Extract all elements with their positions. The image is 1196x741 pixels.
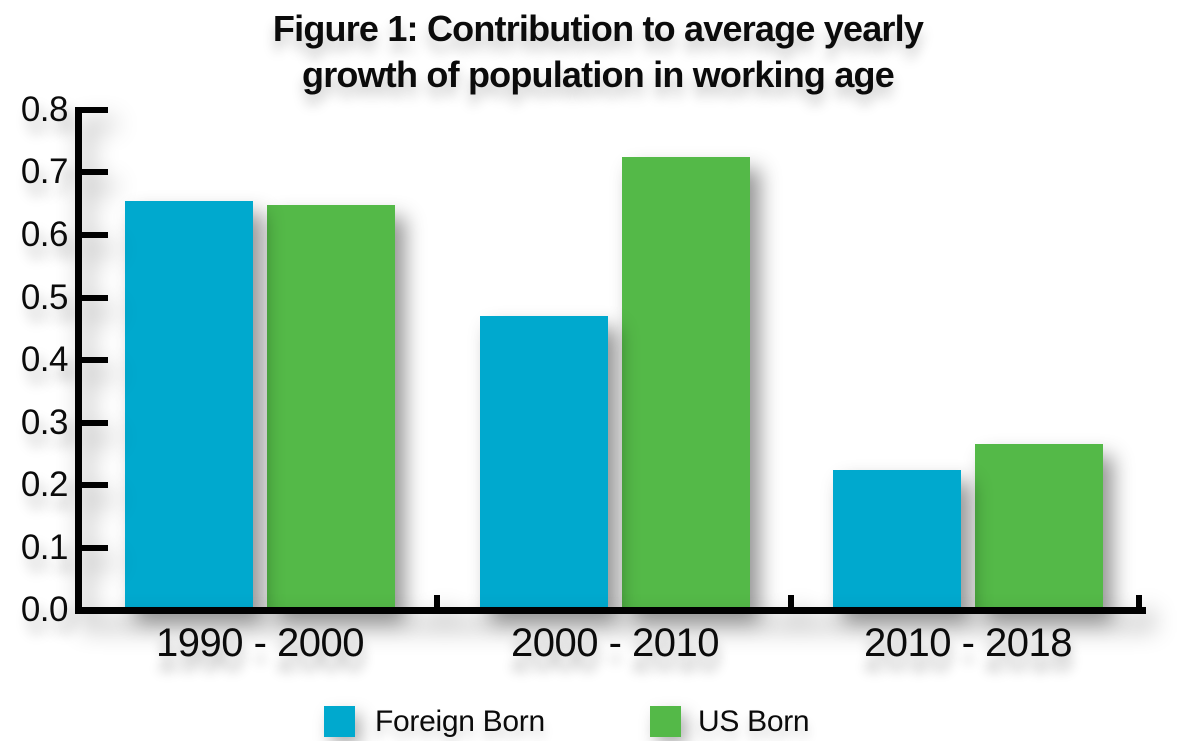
y-axis-tick-label: 0.7 [20, 152, 69, 191]
x-axis-category-label: 2000 - 2010 [510, 621, 720, 665]
legend-label-foreign-born: Foreign Born [375, 705, 545, 738]
chart-title-line2: growth of population in working age [302, 54, 895, 95]
chart-title: Figure 1: Contribution to average yearly… [0, 6, 1196, 98]
y-axis-tick-label: 0.8 [20, 90, 69, 129]
y-tick [82, 232, 108, 238]
y-tick [82, 169, 108, 175]
x-tick [434, 595, 440, 607]
y-tick [82, 107, 108, 113]
y-axis-tick-label: 0.0 [20, 590, 69, 629]
y-axis-tick-label: 0.3 [20, 403, 69, 442]
x-tick [1136, 595, 1142, 607]
x-axis-category-label: 1990 - 2000 [155, 621, 365, 665]
y-axis-tick-label: 0.1 [20, 528, 69, 567]
bar-us-born [975, 444, 1103, 610]
bar-foreign-born [125, 201, 253, 610]
legend-label-us-born: US Born [698, 705, 810, 738]
bar-foreign-born [480, 316, 608, 610]
y-tick [82, 420, 108, 426]
y-tick [82, 295, 108, 301]
y-axis-tick-label: 0.6 [20, 215, 69, 254]
y-axis-tick-label: 0.5 [20, 278, 69, 317]
y-axis-line [75, 107, 82, 614]
y-tick [82, 357, 108, 363]
legend-swatch-foreign-born [324, 706, 355, 737]
y-tick [82, 545, 108, 551]
bar-foreign-born [833, 470, 961, 610]
chart-title-line1: Figure 1: Contribution to average yearly [272, 8, 924, 49]
x-axis-category-label: 2010 - 2018 [863, 621, 1073, 665]
legend-swatch-us-born [650, 706, 681, 737]
y-axis-tick-label: 0.4 [20, 340, 69, 379]
bar-us-born [267, 205, 395, 610]
y-axis-tick-label: 0.2 [20, 465, 69, 504]
y-tick [82, 482, 108, 488]
bar-us-born [622, 157, 750, 610]
x-tick [788, 595, 794, 607]
